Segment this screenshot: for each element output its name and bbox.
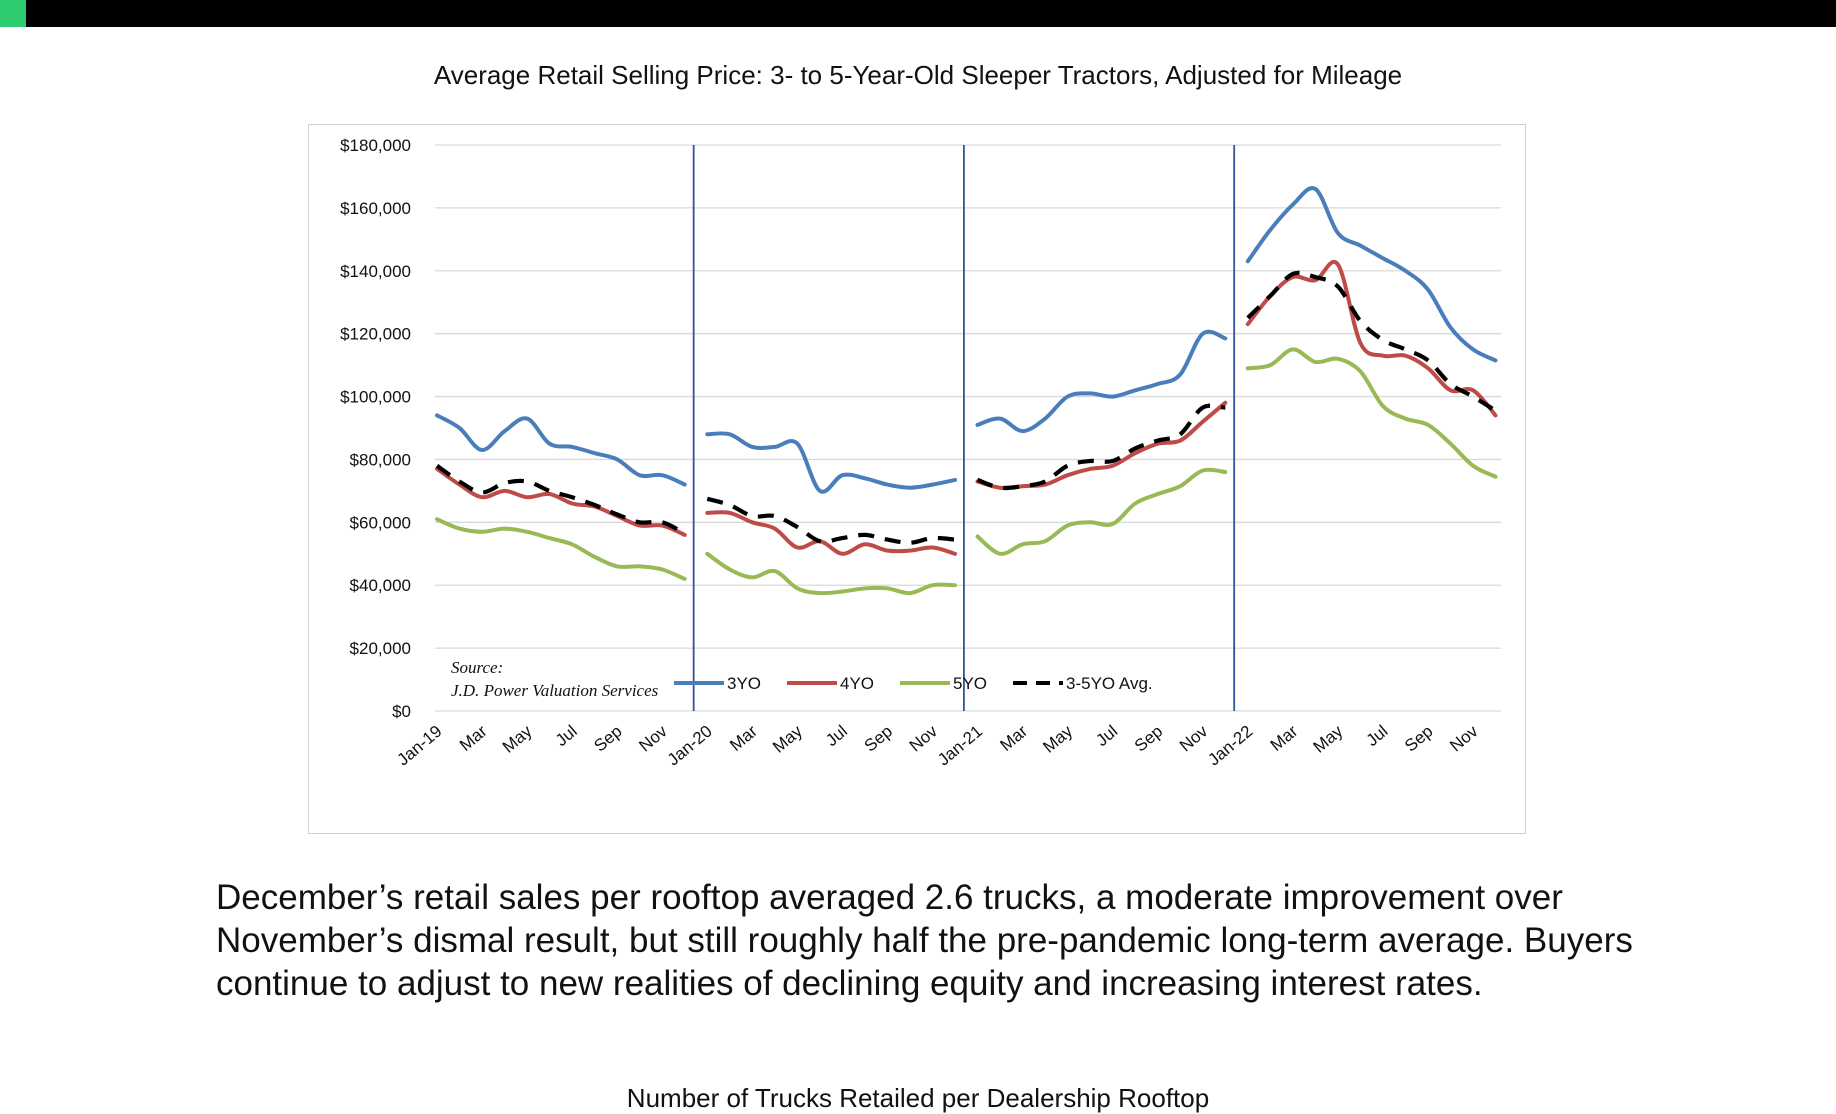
- top-banner: [0, 0, 1836, 27]
- legend-label-3-5yo-avg: 3-5YO Avg.: [1066, 674, 1153, 693]
- series-line-5yo: [975, 467, 1228, 556]
- y-tick-label: $0: [392, 702, 411, 721]
- x-tick-label: May: [1310, 721, 1347, 757]
- x-tick-label: Sep: [1401, 722, 1436, 756]
- legend-label-4yo: 4YO: [840, 674, 874, 693]
- x-tick-label: Nov: [1446, 721, 1482, 755]
- series-line-4yo: [705, 510, 957, 556]
- y-tick-label: $40,000: [350, 576, 411, 595]
- x-tick-label: May: [499, 721, 536, 757]
- y-tick-label: $160,000: [340, 199, 411, 218]
- x-tick-label: Mar: [1267, 721, 1302, 755]
- y-tick-label: $180,000: [340, 136, 411, 155]
- series-line-3yo: [975, 329, 1228, 434]
- x-tick-label: Jan-22: [1204, 722, 1256, 770]
- y-tick-label: $60,000: [350, 513, 411, 532]
- y-tick-label: $80,000: [350, 450, 411, 469]
- x-tick-label: Mar: [456, 721, 491, 755]
- x-tick-label: Jul: [1363, 722, 1392, 751]
- series-line-3-5yo-avg: [1246, 270, 1497, 413]
- chart-frame: $0 $20,000 $40,000 $60,000 $80,000 $100,000 $1…: [308, 124, 1526, 834]
- series-line-4yo: [975, 400, 1228, 490]
- chart-title: Average Retail Selling Price: 3- to 5-Ye…: [433, 60, 1403, 90]
- x-tick-label: Jan-20: [664, 722, 716, 770]
- series-line-3-5yo-avg: [706, 496, 956, 545]
- x-tick-label: Sep: [1131, 722, 1166, 756]
- x-tick-label: Jul: [1092, 722, 1121, 751]
- series-line-3yo: [435, 413, 687, 487]
- x-tick-label: Nov: [635, 721, 671, 755]
- x-tick-label: Mar: [726, 721, 761, 755]
- series-line-3yo: [705, 431, 957, 494]
- source-annotation: Source:: [451, 658, 503, 677]
- y-tick-label: $120,000: [340, 325, 411, 344]
- series-line-3yo: [1245, 186, 1498, 363]
- source-annotation: J.D. Power Valuation Services: [451, 681, 659, 700]
- series-line-5yo: [435, 517, 687, 581]
- brand-accent: [0, 0, 26, 27]
- x-tick-label: May: [1039, 721, 1076, 757]
- series-line-4yo: [1245, 260, 1498, 418]
- y-tick-label: $100,000: [340, 388, 411, 407]
- x-tick-label: Nov: [906, 721, 942, 755]
- x-tick-label: Jan-21: [934, 722, 986, 770]
- series-line-3-5yo-avg: [976, 403, 1226, 491]
- y-tick-label: $20,000: [350, 639, 411, 658]
- series-line-5yo: [1245, 347, 1498, 479]
- series-line-4yo: [435, 466, 687, 537]
- x-tick-label: May: [769, 721, 806, 757]
- x-tick-label: Jul: [822, 722, 851, 751]
- x-tick-label: Mar: [997, 721, 1032, 755]
- legend-label-5yo: 5YO: [953, 674, 987, 693]
- x-tick-label: Nov: [1176, 721, 1212, 755]
- series-line-5yo: [705, 551, 957, 596]
- next-chart-title: Number of Trucks Retailed per Dealership…: [626, 1083, 1210, 1113]
- legend-label-3yo: 3YO: [727, 674, 761, 693]
- x-tick-label: Sep: [590, 722, 625, 756]
- y-tick-label: $140,000: [340, 262, 411, 281]
- series-line-3-5yo-avg: [435, 463, 686, 536]
- x-tick-label: Sep: [861, 722, 896, 756]
- price-line-chart: $0 $20,000 $40,000 $60,000 $80,000 $100,000 $1…: [340, 136, 1501, 770]
- x-tick-label: Jul: [552, 722, 581, 751]
- x-tick-label: Jan-19: [394, 722, 446, 770]
- commentary-paragraph: December’s retail sales per rooftop aver…: [216, 878, 1633, 1003]
